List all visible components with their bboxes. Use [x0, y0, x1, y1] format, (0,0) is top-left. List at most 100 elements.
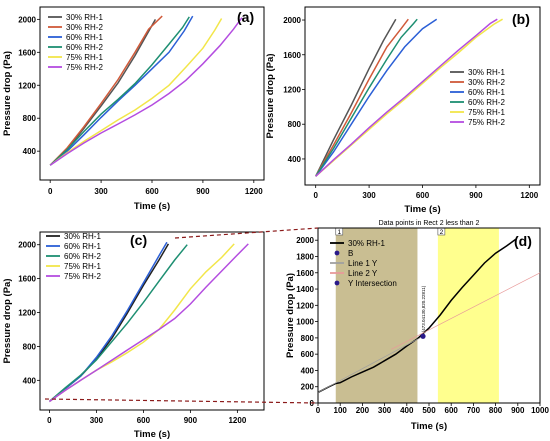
- x-tick-label: 500: [422, 406, 436, 415]
- legend-label-4: 75% RH-1: [66, 53, 103, 62]
- legend-marker-4: [334, 280, 340, 286]
- x-tick-label: 900: [469, 191, 483, 200]
- legend-label-0: 30% RH-1: [468, 68, 505, 77]
- connector-bottom: [44, 398, 319, 404]
- y-tick-label: 1600: [18, 48, 36, 57]
- x-tick-label: 900: [184, 416, 198, 425]
- series-line-2: [315, 18, 438, 177]
- series-line-2: [49, 15, 194, 166]
- x-tick-label: 0: [316, 406, 321, 415]
- series-line-3: [391, 272, 541, 350]
- panel-d: 1201002003004005006007008009001000020040…: [285, 220, 549, 432]
- panel-label: (b): [512, 11, 530, 27]
- panel-label: (c): [130, 232, 147, 248]
- legend-label-3: 60% RH-2: [66, 43, 103, 52]
- y-tick-label: 800: [23, 342, 37, 351]
- legend-label-2: Line 1 Y: [348, 259, 378, 268]
- y-tick-label: 800: [23, 114, 37, 123]
- y-tick-label: 1000: [296, 318, 314, 327]
- y-tick-label: 2000: [283, 16, 301, 25]
- legend-label-4: Y Intersection: [348, 279, 397, 288]
- x-axis-title: Time (s): [411, 421, 447, 432]
- x-tick-label: 0: [313, 191, 318, 200]
- series-line-3: [315, 18, 418, 177]
- y-tick-label: 1600: [18, 275, 36, 284]
- x-tick-label: 100: [334, 406, 348, 415]
- y-tick-label: 400: [23, 376, 37, 385]
- y-tick-label: 1200: [296, 301, 314, 310]
- y-tick-label: 2000: [18, 15, 36, 24]
- y-tick-label: 200: [301, 383, 315, 392]
- legend-label-5: 75% RH-2: [468, 118, 505, 127]
- legend-label-3: Line 2 Y: [348, 269, 378, 278]
- chart-title: Data points in Rect 2 less than 2: [379, 220, 480, 227]
- y-axis-title: Pressure drop (Pa): [2, 279, 13, 364]
- plot-frame: [39, 231, 265, 411]
- x-tick-label: 400: [400, 406, 414, 415]
- y-tick-label: 400: [288, 155, 302, 164]
- legend-label-4: 75% RH-1: [468, 108, 505, 117]
- y-tick-label: 1200: [18, 81, 36, 90]
- y-tick-label: 400: [23, 147, 37, 156]
- series-line-2: [317, 335, 424, 393]
- series-line-5: [315, 18, 498, 177]
- y-tick-label: 2000: [18, 241, 36, 250]
- legend-label-1: 60% RH-1: [64, 242, 101, 251]
- legend-label-3: 60% RH-2: [468, 98, 505, 107]
- legend-label-0: 30% RH-1: [64, 232, 101, 241]
- y-tick-label: 600: [301, 350, 315, 359]
- panel-label: (d): [514, 233, 532, 249]
- y-tick-label: 800: [288, 120, 302, 129]
- x-tick-label: 300: [362, 191, 376, 200]
- rect-label-1: 1: [337, 229, 341, 236]
- x-tick-label: 600: [145, 187, 159, 196]
- rect-label-2: 2: [440, 229, 444, 236]
- series-line-1: [49, 15, 163, 166]
- series-line-0: [315, 18, 397, 177]
- x-axis-title: Time (s): [134, 201, 170, 212]
- legend-marker-1: [334, 250, 340, 256]
- x-tick-label: 300: [90, 416, 104, 425]
- x-tick-label: 600: [137, 416, 151, 425]
- panel-b: 0 300 600 900 1200 400 800 1200 1600 2000 Time (s)…: [265, 6, 541, 215]
- legend-label-1: 30% RH-2: [468, 78, 505, 87]
- x-tick-label: 1200: [520, 191, 538, 200]
- series-line-5: [49, 17, 243, 166]
- panel-c: 0 300 600 900 1200 400 800 1200 1600 2000 Time (s)…: [2, 231, 265, 440]
- x-tick-label: 300: [378, 406, 392, 415]
- y-tick-label: 400: [301, 366, 315, 375]
- legend-label-2: 60% RH-1: [468, 88, 505, 97]
- x-tick-label: 1000: [531, 406, 549, 415]
- legend-label-4: 75% RH-2: [64, 272, 101, 281]
- x-tick-label: 1200: [245, 187, 263, 196]
- x-tick-label: 600: [416, 191, 430, 200]
- y-tick-label: 1600: [283, 51, 301, 60]
- y-tick-label: 1400: [296, 285, 314, 294]
- y-axis-title: Pressure drop (Pa): [285, 273, 296, 358]
- panel-a: 0 300 600 900 1200 400 800 1200 1600 2000 Time (s)…: [2, 6, 265, 212]
- legend-label-0: 30% RH-1: [66, 13, 103, 22]
- legend-label-2: 60% RH-2: [64, 252, 101, 261]
- legend-label-1: 30% RH-2: [66, 23, 103, 32]
- y-tick-label: 1800: [296, 252, 314, 261]
- intersection-label: (473.04130,820.22811): [421, 285, 426, 332]
- legend-label-2: 60% RH-1: [66, 33, 103, 42]
- panel-label: (a): [237, 9, 254, 25]
- x-tick-label: 900: [511, 406, 525, 415]
- legend-label-5: 75% RH-2: [66, 63, 103, 72]
- x-tick-label: 0: [47, 416, 52, 425]
- series-line-1: [315, 18, 409, 177]
- series-line-4: [49, 18, 223, 166]
- x-tick-label: 700: [467, 406, 481, 415]
- series-line-2: [48, 244, 188, 403]
- connector-top: [174, 227, 319, 239]
- highlight-rect-2: [437, 228, 499, 403]
- series-line-3: [49, 16, 190, 166]
- y-tick-label: 1600: [296, 269, 314, 278]
- x-tick-label: 300: [94, 187, 108, 196]
- x-axis-title: Time (s): [134, 429, 170, 440]
- x-axis-title: Time (s): [404, 204, 440, 215]
- y-tick-label: 800: [301, 334, 315, 343]
- legend-label-3: 75% RH-1: [64, 262, 101, 271]
